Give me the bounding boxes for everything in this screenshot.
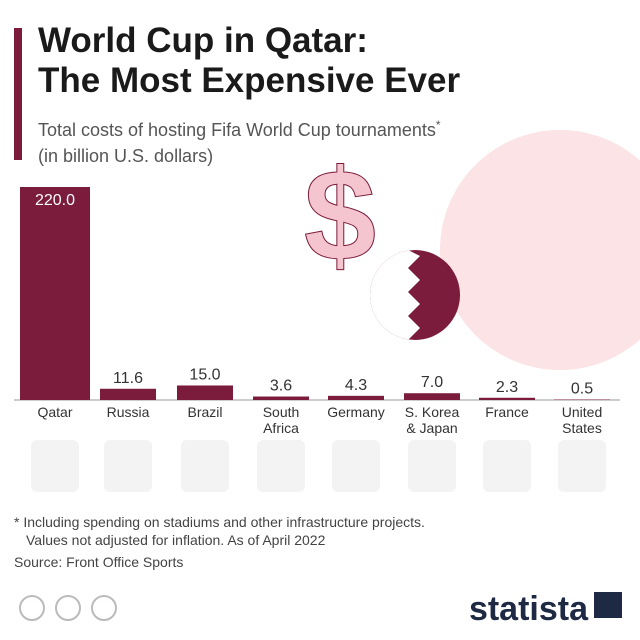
x-tick-label: Russia bbox=[106, 404, 150, 420]
brand-icon bbox=[594, 592, 622, 618]
footnote: * Including spending on stadiums and oth… bbox=[14, 514, 425, 530]
ball-decoration bbox=[440, 130, 640, 370]
tournament-logo bbox=[181, 440, 229, 492]
x-tick-label: United States bbox=[561, 404, 603, 436]
source: Source: Front Office Sports bbox=[14, 554, 183, 570]
tournament-logo bbox=[558, 440, 606, 492]
value-label: 4.3 bbox=[345, 377, 367, 394]
subtitle-mark: * bbox=[436, 118, 441, 132]
tournament-logo bbox=[332, 440, 380, 492]
bar bbox=[100, 388, 156, 400]
bar bbox=[253, 396, 309, 400]
x-tick-label: South Africa bbox=[262, 404, 300, 436]
value-label: 7.0 bbox=[421, 374, 443, 391]
brand-logo: statista bbox=[469, 590, 589, 628]
subtitle: Total costs of hosting Fifa World Cup to… bbox=[38, 118, 441, 140]
bar bbox=[20, 187, 90, 400]
value-label: 3.6 bbox=[270, 378, 292, 395]
license-icon bbox=[55, 595, 81, 621]
x-tick-label: Qatar bbox=[37, 404, 73, 420]
license-icon bbox=[91, 595, 117, 621]
subtitle: (in billion U.S. dollars) bbox=[38, 146, 213, 166]
tournament-logo bbox=[483, 440, 531, 492]
license-icon bbox=[19, 595, 45, 621]
value-label: 11.6 bbox=[113, 370, 143, 387]
chart-title: The Most Expensive Ever bbox=[38, 61, 460, 100]
bar bbox=[177, 385, 233, 400]
flag-stripe bbox=[370, 250, 420, 340]
x-tick-label: France bbox=[485, 404, 529, 420]
tournament-logo bbox=[104, 440, 152, 492]
bar bbox=[328, 395, 384, 400]
x-tick-label: Brazil bbox=[187, 404, 223, 420]
dollar-decoration: $ bbox=[304, 142, 376, 288]
tournament-logo bbox=[408, 440, 456, 492]
tournament-logo bbox=[257, 440, 305, 492]
subtitle-line: Total costs of hosting Fifa World Cup to… bbox=[38, 120, 436, 140]
value-label: 15.0 bbox=[189, 366, 220, 383]
value-label: 0.5 bbox=[571, 381, 593, 398]
bar bbox=[479, 397, 535, 400]
x-tick-label: S. Korea & Japan bbox=[404, 404, 460, 436]
chart-title: World Cup in Qatar: bbox=[38, 21, 368, 60]
footnote: Values not adjusted for inflation. As of… bbox=[26, 532, 326, 548]
value-label: 220.0 bbox=[35, 192, 75, 209]
title-accent bbox=[14, 28, 22, 160]
tournament-logo bbox=[31, 440, 79, 492]
x-tick-label: Germany bbox=[327, 404, 385, 420]
value-label: 2.3 bbox=[496, 379, 518, 396]
bar bbox=[404, 393, 460, 400]
